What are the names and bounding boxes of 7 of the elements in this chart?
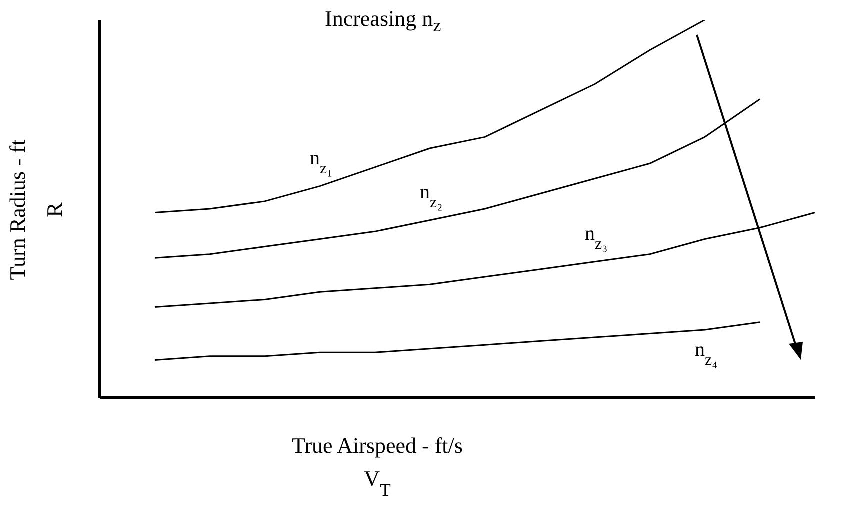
series-label: n$_{z₂}$ (420, 181, 443, 211)
annotation: Increasing n$_{z}$ (325, 6, 442, 36)
series-label: n$_{z₄}$ (695, 338, 718, 368)
y-axis-title: Turn Radius - ft R (5, 140, 67, 280)
series-label: n$_{z₃}$ (585, 222, 608, 252)
series-label: n$_{z₁}$ (310, 147, 333, 177)
x-axis-title: True Airspeed - ft/s V$_{T}$ (292, 433, 463, 500)
